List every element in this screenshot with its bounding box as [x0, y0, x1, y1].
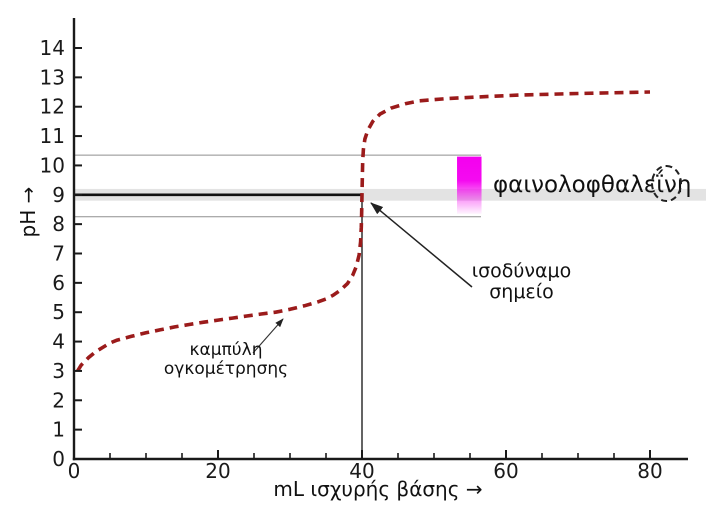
equivalence-point-label: ισοδύναμο σημείο — [449, 261, 594, 303]
curve-label-line1: καμπύλη — [189, 340, 263, 360]
svg-text:8: 8 — [52, 212, 65, 236]
svg-text:14: 14 — [40, 36, 65, 60]
x-axis-label: mL ισχυρής βάσης → — [273, 477, 483, 501]
phenolphthalein-label: φαινολοφθαλε ΐνη — [493, 165, 692, 202]
svg-text:80: 80 — [637, 459, 662, 483]
svg-text:7: 7 — [52, 242, 65, 266]
phenolphthalein-circled-letters: ΐν — [651, 165, 682, 202]
svg-text:0: 0 — [52, 447, 65, 471]
y-axis-label: pH → — [16, 186, 40, 238]
svg-text:60: 60 — [493, 459, 518, 483]
svg-text:13: 13 — [40, 65, 65, 89]
svg-text:11: 11 — [40, 124, 65, 148]
equivalence-label-line1: ισοδύναμο — [471, 260, 572, 282]
curve-label-line2: ογκομέτρησης — [163, 359, 289, 379]
titration-curve-label: καμπύλη ογκομέτρησης — [155, 341, 297, 379]
svg-text:4: 4 — [52, 330, 65, 354]
phenolphthalein-text-after: η — [676, 172, 692, 198]
svg-text:10: 10 — [40, 153, 65, 177]
svg-text:40: 40 — [349, 459, 374, 483]
svg-text:12: 12 — [40, 95, 65, 119]
svg-text:20: 20 — [205, 459, 230, 483]
svg-text:5: 5 — [52, 300, 65, 324]
svg-text:2: 2 — [52, 388, 65, 412]
equivalence-label-line2: σημείο — [489, 281, 554, 303]
svg-text:6: 6 — [52, 271, 65, 295]
svg-text:9: 9 — [52, 183, 65, 207]
svg-text:0: 0 — [68, 459, 81, 483]
svg-text:1: 1 — [52, 418, 65, 442]
svg-text:3: 3 — [52, 359, 65, 383]
phenolphthalein-text-before: φαινολοφθαλε — [493, 172, 657, 198]
